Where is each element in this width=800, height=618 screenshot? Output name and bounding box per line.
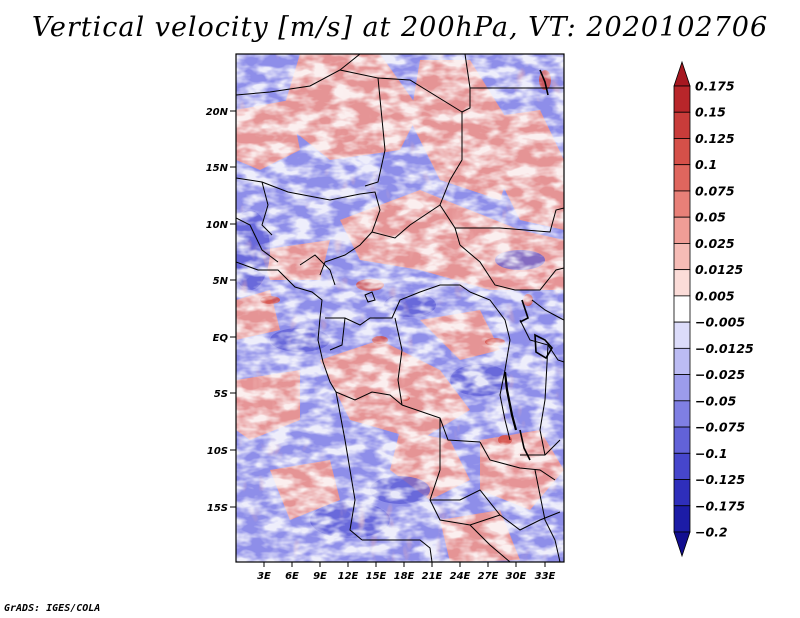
lat-label-20n: 20N bbox=[206, 107, 229, 118]
colorbar-label: −0.125 bbox=[695, 472, 745, 487]
colorbar-label: 0.175 bbox=[695, 79, 735, 94]
lon-label-12e: 12E bbox=[338, 571, 359, 582]
longitude-axis bbox=[263, 562, 546, 567]
country-borders bbox=[236, 54, 564, 562]
lon-label-24e: 24E bbox=[450, 571, 471, 582]
colorbar-label: 0.15 bbox=[695, 105, 726, 120]
colorbar-swatch bbox=[673, 374, 691, 402]
colorbar-label: −0.2 bbox=[695, 525, 728, 540]
lon-label-18e: 18E bbox=[394, 571, 415, 582]
colorbar-swatch bbox=[673, 216, 691, 244]
lat-label-15s: 15S bbox=[207, 503, 228, 514]
colorbar-swatch bbox=[673, 164, 691, 192]
colorbar-label: −0.05 bbox=[695, 393, 737, 408]
colorbar-label: 0.025 bbox=[695, 236, 735, 251]
lat-label-eq: EQ bbox=[213, 333, 229, 344]
latitude-axis bbox=[230, 110, 236, 508]
colorbar-label: 0.075 bbox=[695, 183, 735, 198]
colorbar-label: −0.025 bbox=[695, 367, 745, 382]
map-title: Vertical velocity [m/s] at 200hPa, VT: 2… bbox=[31, 12, 769, 43]
colorbar-label: 0.125 bbox=[695, 131, 735, 146]
map-frame bbox=[235, 53, 565, 563]
colorbar-label: 0.0125 bbox=[695, 262, 744, 277]
vertical-velocity-field bbox=[236, 54, 564, 562]
colorbar-swatch bbox=[673, 505, 691, 533]
lon-label-15e: 15E bbox=[366, 571, 387, 582]
colorbar-swatch bbox=[673, 479, 691, 507]
colorbar-label: −0.005 bbox=[695, 315, 745, 330]
colorbar-label: 0.05 bbox=[695, 210, 726, 225]
colorbar-label: −0.075 bbox=[695, 420, 745, 435]
colorbar-swatch bbox=[673, 269, 691, 297]
lon-label-21e: 21E bbox=[422, 571, 443, 582]
grads-credit: GrADS: IGES/COLA bbox=[4, 603, 101, 614]
colorbar: 0.175 0.15 0.125 0.1 0.075 0.05 0.025 0.0125 0.0… bbox=[673, 60, 754, 558]
colorbar-swatch bbox=[673, 190, 691, 218]
lat-label-5n: 5N bbox=[213, 276, 229, 287]
colorbar-cap-top bbox=[673, 60, 691, 87]
lon-label-3e: 3E bbox=[257, 571, 271, 582]
lon-label-9e: 9E bbox=[313, 571, 327, 582]
colorbar-label: 0.1 bbox=[695, 157, 717, 172]
colorbar-swatch bbox=[673, 452, 691, 480]
lon-label-30e: 30E bbox=[506, 571, 527, 582]
colorbar-label: −0.1 bbox=[695, 446, 728, 461]
lat-label-10n: 10N bbox=[206, 220, 229, 231]
colorbar-label: −0.0125 bbox=[695, 341, 754, 356]
colorbar-swatch bbox=[673, 111, 691, 139]
colorbar-swatch bbox=[673, 321, 691, 349]
lon-label-27e: 27E bbox=[478, 571, 499, 582]
lon-label-33e: 33E bbox=[535, 571, 556, 582]
colorbar-swatch bbox=[673, 243, 691, 271]
colorbar-swatch bbox=[673, 138, 691, 166]
lon-label-6e: 6E bbox=[285, 571, 299, 582]
colorbar-swatch bbox=[673, 295, 691, 323]
lat-label-5s: 5S bbox=[214, 389, 228, 400]
colorbar-swatch bbox=[673, 85, 691, 113]
lat-label-10s: 10S bbox=[207, 446, 228, 457]
colorbar-swatch bbox=[673, 347, 691, 375]
colorbar-cap-bottom bbox=[673, 531, 691, 558]
colorbar-swatch bbox=[673, 426, 691, 454]
colorbar-label: 0.005 bbox=[695, 288, 735, 303]
lat-label-15n: 15N bbox=[206, 163, 229, 174]
colorbar-label: −0.175 bbox=[695, 498, 745, 513]
colorbar-swatch bbox=[673, 400, 691, 428]
